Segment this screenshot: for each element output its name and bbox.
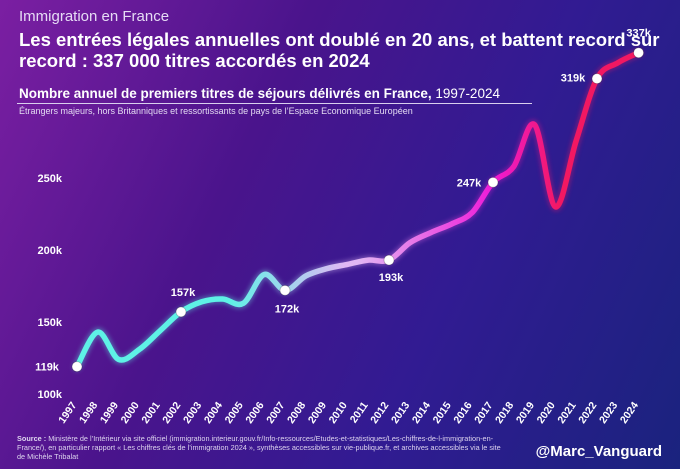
kicker: Immigration en France: [19, 8, 170, 25]
data-marker: [383, 254, 395, 266]
x-tick-label: 2008: [285, 400, 308, 426]
data-label: 247k: [457, 177, 482, 189]
x-tick-label: 2001: [139, 400, 162, 426]
data-marker: [633, 47, 644, 59]
x-tick-label: 2024: [618, 400, 641, 426]
series-line-glow: [72, 48, 644, 372]
x-tick-label: 2019: [514, 400, 537, 426]
data-labels-layer: 119k 157k 172k 193k 247k 319k 337k: [35, 28, 652, 374]
subtitle-main: Nombre annuel de premiers titres de séjo…: [19, 86, 432, 101]
x-tick-label: 2000: [119, 400, 142, 426]
y-tick-label: 200k: [38, 245, 63, 257]
data-marker: [487, 176, 499, 188]
scope-note: Étrangers majeurs, hors Britanniques et …: [19, 106, 413, 116]
x-tick-label: 2009: [306, 400, 329, 426]
data-label: 337k: [626, 28, 651, 40]
x-tick-label: 2003: [181, 400, 204, 426]
x-tick-label: 2011: [348, 400, 371, 426]
y-axis: 100k 150k 200k 250k: [38, 173, 63, 401]
x-tick-label: 1998: [77, 400, 100, 426]
x-tick-label: 2017: [472, 400, 495, 426]
y-tick-label: 100k: [38, 389, 63, 401]
x-tick-label: 2021: [555, 400, 578, 426]
data-marker: [591, 73, 603, 85]
x-tick-label: 2022: [576, 400, 599, 426]
x-tick-label: 2012: [368, 400, 391, 426]
x-tick-label: 2015: [431, 400, 454, 426]
x-tick-label: 2018: [493, 400, 516, 426]
x-tick-label: 1997: [56, 400, 79, 426]
x-tick-label: 2005: [223, 400, 246, 426]
y-tick-label: 250k: [38, 173, 63, 185]
subtitle-years: 1997-2024: [431, 86, 500, 101]
x-tick-label: 2002: [160, 400, 183, 426]
data-label: 172k: [275, 303, 300, 315]
x-tick-label: 2007: [264, 400, 287, 426]
series-line-layer: [72, 48, 644, 372]
x-tick-label: 1999: [98, 400, 121, 426]
source-label: Source :: [17, 434, 47, 443]
data-label: 119k: [35, 362, 60, 374]
source-text: Ministère de l’Intérieur via site offici…: [17, 434, 501, 461]
x-tick-label: 2004: [202, 400, 225, 426]
y-tick-label: 150k: [38, 317, 63, 329]
markers-layer: [71, 47, 644, 373]
data-marker: [71, 361, 83, 373]
author-handle: @Marc_Vanguard: [535, 443, 662, 460]
x-tick-label: 2014: [410, 400, 433, 426]
x-tick-label: 2013: [389, 400, 412, 426]
x-tick-label: 2010: [327, 400, 350, 426]
data-label: 319k: [561, 73, 586, 85]
data-label: 157k: [171, 287, 196, 299]
source-note: Source : Ministère de l’Intérieur via si…: [17, 434, 507, 461]
x-tick-label: 2020: [535, 400, 558, 426]
chart-subtitle: Nombre annuel de premiers titres de séjo…: [19, 86, 500, 101]
x-tick-label: 2016: [451, 400, 474, 426]
subtitle-rule: [17, 103, 532, 104]
x-axis: 1997199819992000200120022003200420052006…: [56, 400, 641, 426]
data-marker: [279, 284, 291, 296]
x-tick-label: 2023: [597, 400, 620, 426]
data-label: 193k: [379, 272, 404, 284]
x-tick-label: 2006: [243, 400, 266, 426]
data-marker: [175, 306, 187, 318]
series-line: [74, 49, 642, 370]
headline: Les entrées légales annuelles ont doublé…: [19, 29, 660, 71]
